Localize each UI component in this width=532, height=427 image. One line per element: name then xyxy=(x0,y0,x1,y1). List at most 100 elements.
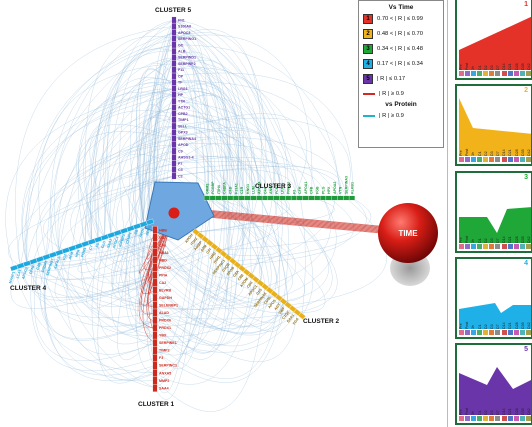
gene-label: HBD xyxy=(159,258,167,262)
timepoint-label: D21 xyxy=(508,63,513,70)
protein-edge xyxy=(38,63,175,258)
timepoint-label: D35 xyxy=(520,149,525,156)
timepoint-swatch xyxy=(459,157,464,162)
trend-panel-1: 1 Pre Post 3h D1 D2 D3 D7 D14 D21 D28 D35 D42 xyxy=(455,0,532,80)
gene-cell xyxy=(325,195,332,201)
trend-shape xyxy=(459,367,531,415)
protein-edge xyxy=(173,19,215,247)
timepoint-label: D3 xyxy=(489,65,494,70)
protein-edge xyxy=(117,226,156,361)
protein-correlation-edges xyxy=(5,19,387,412)
gene-label: APOC3 xyxy=(178,31,190,35)
protein-edge xyxy=(154,246,215,381)
hub-center-dot xyxy=(168,207,180,219)
gene-label: C7 xyxy=(88,245,93,251)
timepoint-label: D3 xyxy=(489,151,494,156)
protein-edge xyxy=(150,57,175,328)
gene-cell xyxy=(171,35,177,42)
trend-area xyxy=(459,207,531,243)
trend-area xyxy=(459,367,531,415)
gene-label: CD5L xyxy=(263,295,272,305)
protein-edge xyxy=(173,166,341,199)
timepoint-label: D21 xyxy=(508,322,513,329)
protein-edge xyxy=(173,34,313,199)
protein-edge xyxy=(154,244,275,300)
gene-label: APOB xyxy=(226,266,236,277)
protein-edge xyxy=(173,175,305,302)
gene-label: APOH xyxy=(184,233,194,244)
gene-label: A2M xyxy=(200,244,208,252)
gene-label: ALB xyxy=(178,50,186,54)
legend-text: 0.17 < | R | ≤ 0.34 xyxy=(377,60,423,67)
protein-edge xyxy=(97,235,156,384)
gene-label: KLKB1 xyxy=(350,182,354,194)
cluster-bars: FN1 S100A8 APOC3 SERPING1 GC ALB SERPIND1 SERPI… xyxy=(8,16,356,392)
timepoint-label: D7 xyxy=(496,410,501,415)
gene-cell xyxy=(152,384,158,392)
protein-edge xyxy=(39,259,156,389)
gene-label: APCS xyxy=(267,298,277,309)
gene-label: PRDX2 xyxy=(159,266,171,270)
gene-label: LCAT xyxy=(16,268,23,279)
gene-label: CPN1 xyxy=(29,265,36,275)
protein-edge xyxy=(219,197,372,251)
protein-edge xyxy=(85,32,175,244)
timepoint-swatch xyxy=(483,71,489,76)
protein-edge xyxy=(33,259,156,301)
gene-label: VTN xyxy=(339,186,343,194)
protein-edge xyxy=(70,163,175,247)
gene-cell xyxy=(285,195,292,201)
timepoint-label: D35 xyxy=(520,322,525,329)
panel-x-labels: Pre Post 3h D1 D2 D3 D7 D14 D21 D28 D35 D42 xyxy=(459,231,531,243)
gene-cell xyxy=(171,110,177,117)
protein-edge xyxy=(149,221,261,307)
protein-edge xyxy=(154,231,197,393)
gene-label: PRDX1 xyxy=(159,326,171,330)
time-edge xyxy=(148,212,175,278)
gene-label: FCN3 xyxy=(275,185,279,194)
gene-cell xyxy=(152,256,158,265)
legend-title-protein: vs Protein xyxy=(385,101,417,108)
panel-x-labels: Pre Post 3h D1 D2 D3 D7 D14 D21 D28 D35 D42 xyxy=(459,403,531,415)
protein-edge xyxy=(154,275,252,346)
protein-edge xyxy=(76,131,175,238)
timepoint-label: D2 xyxy=(483,65,488,70)
protein-edge xyxy=(147,57,175,343)
timepoint-swatch xyxy=(477,157,483,162)
gene-cell xyxy=(171,116,177,124)
protein-edge xyxy=(20,250,220,298)
gene-cell xyxy=(152,308,158,317)
timepoint-label: D7 xyxy=(496,238,501,243)
gene-label: SERPINA4 xyxy=(178,137,196,141)
protein-edge xyxy=(78,246,156,328)
gene-label: F12 xyxy=(62,254,68,261)
protein-edge xyxy=(72,248,293,329)
protein-edge xyxy=(136,69,175,225)
gene-label: CFHR1 xyxy=(125,232,133,245)
protein-edge xyxy=(173,32,248,199)
gene-label: HP xyxy=(178,93,184,97)
protein-edge xyxy=(173,66,243,199)
timepoint-label: D35 xyxy=(520,408,525,415)
timepoint-label: 3h xyxy=(471,325,476,329)
gene-cell xyxy=(215,195,222,201)
gene-cell xyxy=(152,263,158,272)
gene-label: VWF xyxy=(278,306,287,315)
cluster-5-genes: FN1 S100A8 APOC3 SERPING1 GC ALB SERPIND1 SERPI… xyxy=(171,16,196,180)
timepoint-label: D14 xyxy=(502,63,507,70)
time-node[interactable] xyxy=(378,203,438,263)
panel-number: 1 xyxy=(524,1,528,8)
gene-label: CFB xyxy=(310,186,314,194)
gene-cell xyxy=(152,248,158,257)
timepoint-label: D7 xyxy=(496,324,501,329)
protein-edge xyxy=(34,259,156,361)
timepoint-label: D1 xyxy=(477,151,482,156)
timepoint-swatch xyxy=(483,330,489,335)
protein-edge xyxy=(173,144,272,291)
gene-label: ITIH2 xyxy=(190,237,199,246)
gene-cell xyxy=(232,195,240,201)
gene-cell xyxy=(152,331,158,340)
gene-label: CP xyxy=(178,74,184,78)
gene-cell xyxy=(261,195,269,201)
timepoint-swatch xyxy=(513,157,519,162)
